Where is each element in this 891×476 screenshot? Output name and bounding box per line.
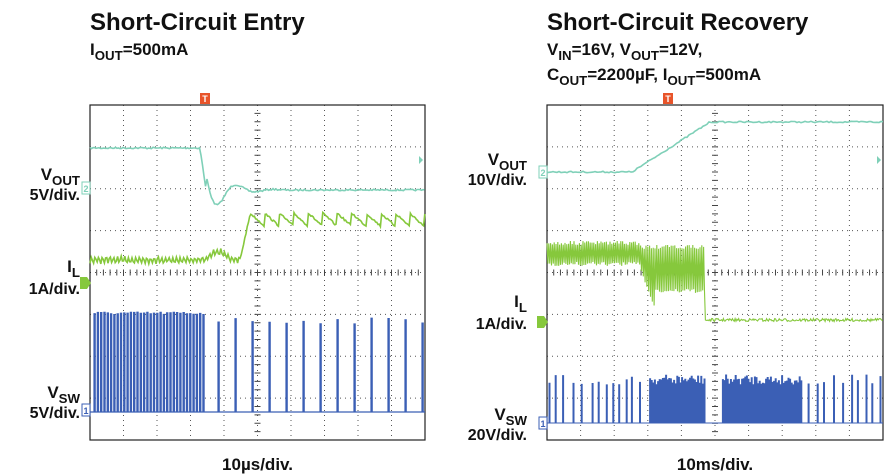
channel-label-part: V — [494, 405, 506, 424]
time-scale: 10ms/div. — [677, 455, 753, 474]
channel-label-sub: SW — [506, 413, 528, 428]
panel-subtitle-part: =2200µF, I — [587, 65, 667, 84]
channel-label-part: V — [47, 383, 59, 402]
channel-scale: 5V/div. — [30, 187, 80, 204]
panel-subtitle-part: =500mA — [123, 40, 189, 59]
panel-subtitle: IOUT=500mA — [90, 40, 188, 63]
channel-scale: 1A/div. — [29, 281, 80, 298]
waveform — [90, 312, 425, 412]
trigger-marker: T — [202, 94, 208, 104]
channel-scale: 10V/div. — [468, 172, 527, 189]
channel-label-sub: OUT — [52, 173, 80, 188]
ch1-marker: 1 — [83, 406, 88, 416]
time-scale: 10µs/div. — [222, 455, 293, 474]
channel-scale: 1A/div. — [476, 316, 527, 333]
channel-scale: 20V/div. — [468, 427, 527, 444]
ch4-marker — [537, 316, 548, 328]
channel-label-sub: L — [519, 300, 527, 315]
panel-title: Short‑Circuit Entry — [90, 9, 305, 36]
panel-subtitle-part: =16V, V — [572, 40, 632, 59]
panel-subtitle-sub: OUT — [95, 48, 123, 63]
channel-scale: 5V/div. — [30, 405, 80, 422]
channel-label: IL — [67, 257, 80, 280]
channel-label-sub: SW — [59, 391, 81, 406]
scope-figure: Short‑Circuit EntryIOUT=500mAVOUT5V/div.… — [0, 0, 891, 476]
panel-subtitle-part: =500mA — [695, 65, 761, 84]
channel-label-sub: L — [72, 265, 80, 280]
offset-marker — [877, 156, 881, 164]
channel-label-part: V — [488, 150, 500, 169]
trigger-marker: T — [665, 94, 671, 104]
ch1-marker: 1 — [540, 419, 545, 429]
panel-subtitle-part: =12V, — [659, 40, 702, 59]
channel-label: VSW — [47, 383, 80, 406]
channel-label: VOUT — [41, 165, 80, 188]
panel-subtitle-part: C — [547, 65, 559, 84]
channel-label: VOUT — [488, 150, 527, 173]
panel-subtitle-sub: IN — [558, 48, 571, 63]
panel-subtitle: VIN=16V, VOUT=12V, — [547, 40, 702, 63]
panel-subtitle-sub: OUT — [559, 73, 587, 88]
channel-label: VSW — [494, 405, 527, 428]
channel-label: IL — [514, 292, 527, 315]
panel-subtitle-part: V — [547, 40, 559, 59]
panel-subtitle: COUT=2200µF, IOUT=500mA — [547, 65, 761, 88]
offset-marker — [419, 156, 423, 164]
panel-subtitle-sub: OUT — [667, 73, 695, 88]
ch2-marker: 2 — [83, 184, 88, 194]
ch4-marker — [80, 277, 91, 289]
panel-subtitle-sub: OUT — [631, 48, 659, 63]
panel-title: Short‑Circuit Recovery — [547, 9, 809, 36]
channel-label-sub: OUT — [499, 158, 527, 173]
channel-label-part: V — [41, 165, 53, 184]
ch2-marker: 2 — [540, 168, 545, 178]
